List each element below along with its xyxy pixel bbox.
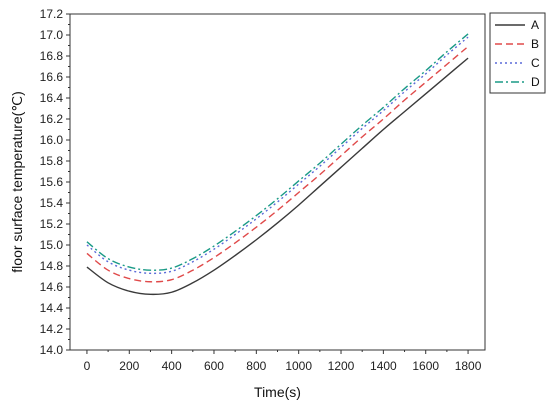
y-tick-label: 17.2	[40, 7, 64, 21]
y-tick-label: 16.0	[40, 133, 64, 147]
y-tick-label: 15.0	[40, 238, 64, 252]
legend-box	[489, 12, 546, 94]
y-tick-label: 16.2	[40, 112, 64, 126]
y-tick-label: 16.6	[40, 70, 64, 84]
y-tick-label: 14.0	[40, 343, 64, 357]
legend-label-b: B	[531, 37, 539, 51]
series-line-c	[86, 36, 469, 275]
series-line-d	[86, 33, 469, 271]
legend-label-a: A	[531, 18, 539, 32]
x-tick-label: 600	[204, 359, 224, 373]
series-line-b	[86, 46, 469, 283]
y-tick-label: 15.6	[40, 175, 64, 189]
x-tick-label: 1000	[285, 359, 312, 373]
x-tick-label: 400	[162, 359, 182, 373]
y-tick-label: 14.8	[40, 259, 64, 273]
axes: 14.0 14.2 14.4 14.6 14.8 15.0 15.2 15.4 15.6 15.8…	[40, 7, 486, 373]
x-tick-label: 200	[119, 359, 139, 373]
y-tick-label: 15.2	[40, 217, 64, 231]
legend-label-c: C	[531, 56, 540, 70]
x-axis-title: Time(s)	[254, 384, 301, 400]
y-tick-label: 16.8	[40, 49, 64, 63]
y-axis-title: floor surface temperature(℃)	[9, 91, 25, 272]
y-tick-label: 14.2	[40, 322, 64, 336]
x-tick-label: 800	[246, 359, 266, 373]
y-tick-label: 17.0	[40, 28, 64, 42]
y-tick-label: 15.4	[40, 196, 64, 210]
y-tick-label: 16.4	[40, 91, 64, 105]
series-line-a	[86, 57, 469, 296]
legend-label-d: D	[531, 75, 540, 89]
x-tick-label: 1200	[328, 359, 355, 373]
y-tick-label: 14.6	[40, 280, 64, 294]
x-tick-label: 1600	[412, 359, 439, 373]
x-tick-label: 1400	[370, 359, 397, 373]
series-lines	[86, 33, 469, 296]
plot-frame	[69, 13, 486, 351]
y-tick-label: 14.4	[40, 301, 64, 315]
x-tick-label: 0	[84, 359, 91, 373]
y-tick-label: 15.8	[40, 154, 64, 168]
x-tick-label: 1800	[455, 359, 482, 373]
